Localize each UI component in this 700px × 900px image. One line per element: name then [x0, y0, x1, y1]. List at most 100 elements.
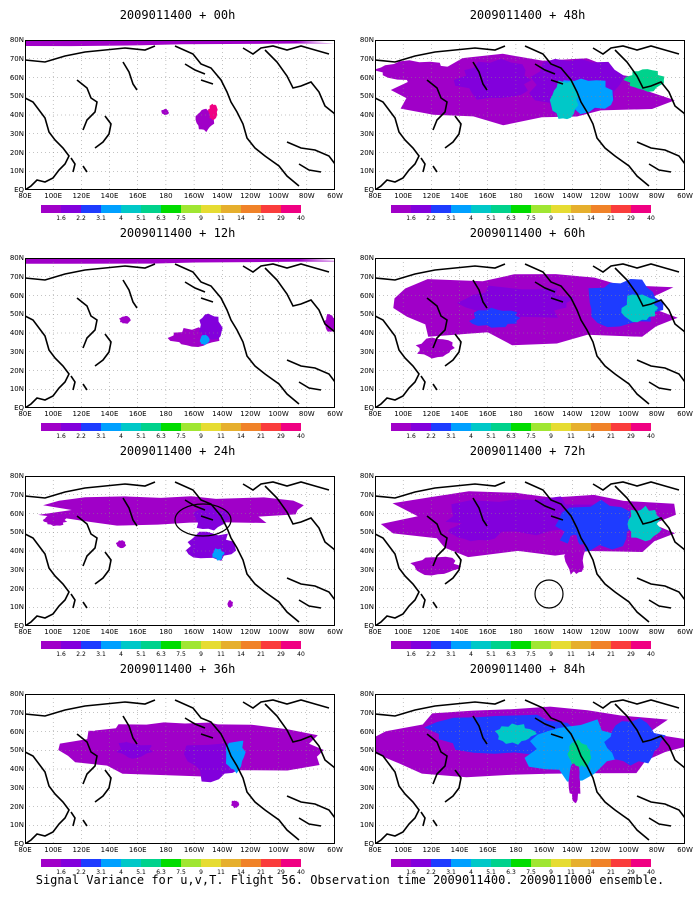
lon-tick-label: 80E: [368, 192, 382, 200]
colorbar-segment: [61, 423, 81, 431]
coastline: [242, 481, 330, 491]
colorbar-label: 7.5: [176, 651, 186, 658]
lon-tick-label: 140E: [100, 192, 119, 200]
colorbar-segment: [241, 205, 261, 213]
map-area: [25, 258, 335, 408]
coastline: [524, 481, 650, 623]
coastline: [534, 63, 556, 75]
colorbar-label: 1.6: [406, 433, 416, 440]
colorbar-label: 4: [119, 433, 123, 440]
lon-tick-label: 140W: [562, 628, 583, 636]
lat-tick-label: 20N: [9, 584, 24, 593]
lat-tick-label: 60N: [359, 509, 374, 518]
lat-tick-label: 50N: [9, 746, 24, 755]
colorbar-label: 5.1: [486, 433, 496, 440]
colorbar-label: 40: [297, 433, 305, 440]
variance-shading: [447, 522, 503, 542]
lon-tick-label: 140E: [450, 192, 469, 200]
colorbar-segment: [431, 859, 451, 867]
colorbar-label: 4: [469, 433, 473, 440]
lat-tick-label: 70N: [359, 708, 374, 717]
coastline: [375, 263, 506, 281]
colorbar-segment: [511, 859, 531, 867]
colorbar-segment: [281, 641, 301, 649]
map-panel-p48: 2009011400 + 48h 80N 70N 60N 50N 40N 30N 20N 10N…: [355, 8, 700, 226]
coastline: [242, 263, 330, 273]
coastline: [648, 163, 672, 173]
colorbar-label: 3.1: [96, 869, 106, 876]
colorbar-label: 6.3: [156, 433, 166, 440]
lon-tick-label: 180: [159, 846, 173, 854]
colorbar-segment: [81, 423, 101, 431]
lat-tick-label: 80N: [359, 690, 374, 698]
lon-tick-label: 160E: [128, 846, 147, 854]
colorbar-label: 6.3: [506, 215, 516, 222]
coastline: [614, 267, 685, 333]
map-frame: [25, 694, 335, 844]
lon-tick-label: 100W: [268, 628, 289, 636]
coastline: [375, 315, 420, 408]
lon-tick-label: 180: [159, 628, 173, 636]
colorbar-label: 2.2: [426, 433, 436, 440]
lon-tick-label: 100W: [618, 846, 639, 854]
lon-tick-label: 60W: [327, 628, 343, 636]
lat-tick-label: 30N: [9, 565, 24, 574]
lon-tick-label: 140W: [562, 410, 583, 418]
lon-tick-label: 80W: [648, 846, 665, 854]
colorbar-segment: [81, 205, 101, 213]
lat-tick-label: 20N: [359, 584, 374, 593]
lon-tick-label: 180: [509, 628, 523, 636]
colorbar-label: 14: [587, 215, 595, 222]
colorbar-segment: [631, 641, 651, 649]
colorbar-label: 4: [469, 215, 473, 222]
coastline: [375, 481, 506, 499]
colorbar-label: 21: [257, 869, 265, 876]
colorbar-segment: [471, 423, 491, 431]
lon-tick-label: 160E: [128, 192, 147, 200]
colorbar-segment: [221, 859, 241, 867]
variance-shading: [621, 294, 659, 323]
variance-shading: [207, 103, 218, 120]
colorbar-segment: [261, 859, 281, 867]
lon-tick-label: 100E: [394, 410, 413, 418]
lat-tick-label: 60N: [9, 291, 24, 300]
lat-tick-label: 10N: [9, 167, 24, 176]
coastline: [375, 751, 420, 844]
coastline: [200, 515, 214, 521]
colorbar-label: 2.2: [76, 433, 86, 440]
lat-tick-label: 70N: [9, 708, 24, 717]
lon-tick-label: 180: [159, 410, 173, 418]
figure-caption: Signal Variance for u,v,T. Flight 56. Ob…: [35, 873, 665, 887]
colorbar-segment: [241, 859, 261, 867]
colorbar-label: 5.1: [136, 215, 146, 222]
colorbar-label: 5.1: [486, 215, 496, 222]
lon-tick-label: 100E: [394, 192, 413, 200]
lon-tick-label: 100E: [394, 846, 413, 854]
colorbar-label: 11: [217, 869, 225, 876]
map-svg: [375, 694, 685, 844]
colorbar-label: 3.1: [446, 215, 456, 222]
colorbar-label: 2.2: [426, 651, 436, 658]
lon-tick-label: 140W: [562, 846, 583, 854]
colorbar-segment: [261, 423, 281, 431]
coastline: [375, 699, 506, 717]
lat-tick-label: 30N: [359, 129, 374, 138]
colorbar-label: 5.1: [486, 869, 496, 876]
coastline: [420, 157, 426, 173]
colorbar-label: 11: [217, 215, 225, 222]
lon-tick-label: 160W: [183, 846, 205, 854]
colorbar-label: 40: [647, 433, 655, 440]
coastline: [122, 715, 138, 745]
lon-tick-label: 120W: [240, 628, 261, 636]
coastline: [420, 593, 426, 609]
lat-tick-label: 60N: [9, 73, 24, 82]
colorbar-label: 14: [587, 651, 595, 658]
coastline: [264, 703, 335, 769]
lat-tick-label: 50N: [9, 92, 24, 101]
variance-shading: [226, 733, 246, 774]
map-frame: [375, 40, 685, 190]
colorbar-label: 4: [119, 215, 123, 222]
lon-tick-label: 120E: [422, 410, 441, 418]
coastline: [25, 481, 156, 499]
map-svg: [25, 258, 335, 408]
